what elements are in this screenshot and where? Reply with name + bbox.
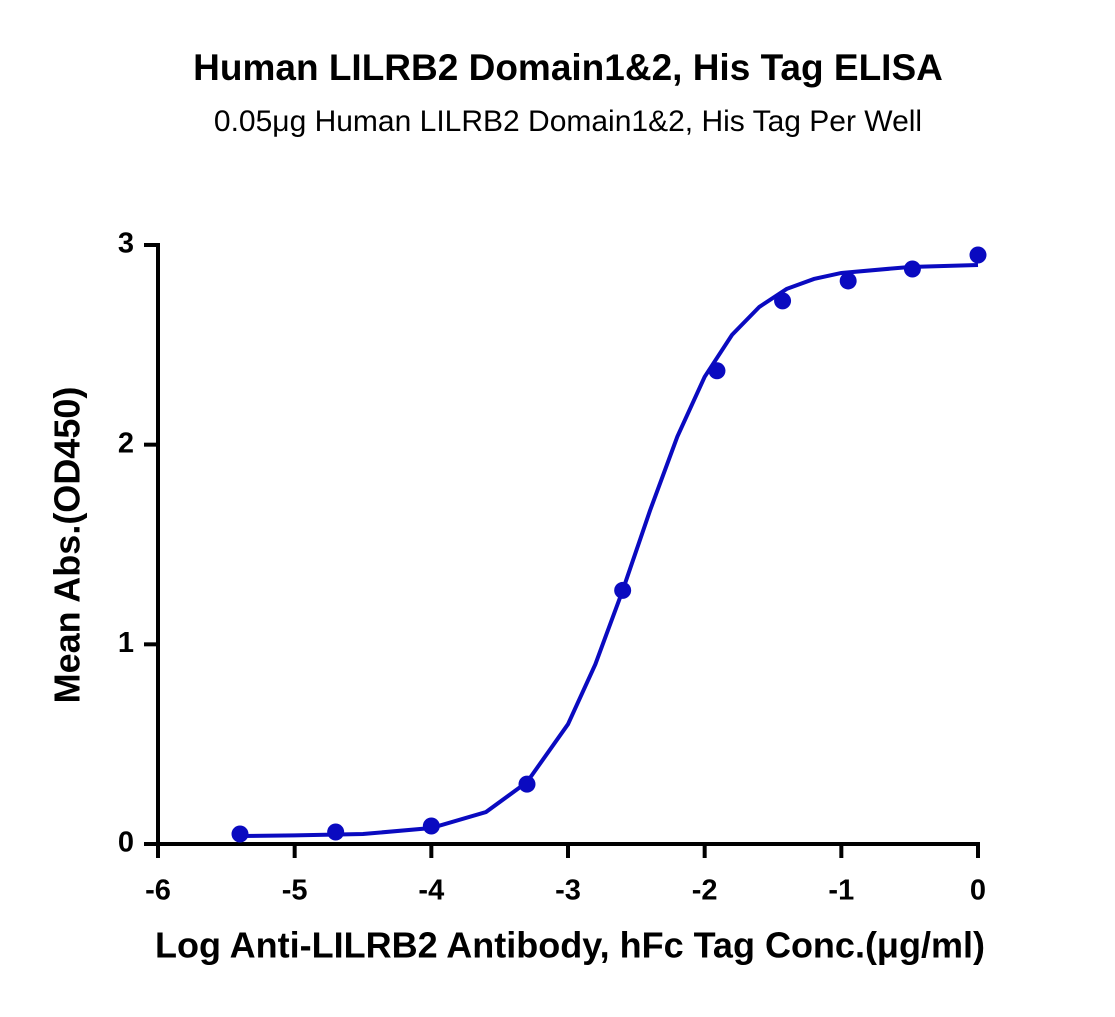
y-tick-label: 3 (118, 228, 134, 260)
data-point (708, 362, 726, 380)
data-point (774, 292, 792, 310)
chart-title: Human LILRB2 Domain1&2, His Tag ELISA (193, 47, 943, 88)
y-tick-label: 0 (118, 827, 134, 859)
data-point (969, 246, 987, 264)
data-point (903, 260, 921, 278)
y-tick-label: 1 (118, 627, 134, 659)
x-tick-label: 0 (970, 875, 986, 907)
x-tick-label: -4 (418, 875, 444, 907)
x-tick-label: -1 (828, 875, 854, 907)
data-point (839, 272, 857, 290)
data-point (327, 823, 345, 841)
fit-curve (239, 262, 979, 839)
x-tick-label: -2 (692, 875, 718, 907)
x-tick-label: -6 (145, 875, 171, 907)
x-axis-label: Log Anti-LILRB2 Antibody, hFc Tag Conc.(… (155, 925, 985, 966)
y-axis-label: Mean Abs.(OD450) (47, 387, 88, 704)
data-point (231, 825, 249, 843)
data-point (422, 817, 440, 835)
y-tick-label: 2 (118, 427, 134, 459)
data-point (614, 581, 632, 599)
x-tick-label: -3 (555, 875, 581, 907)
x-tick-label: -5 (282, 875, 308, 907)
data-point (518, 775, 536, 793)
chart-subtitle: 0.05μg Human LILRB2 Domain1&2, His Tag P… (214, 105, 922, 138)
